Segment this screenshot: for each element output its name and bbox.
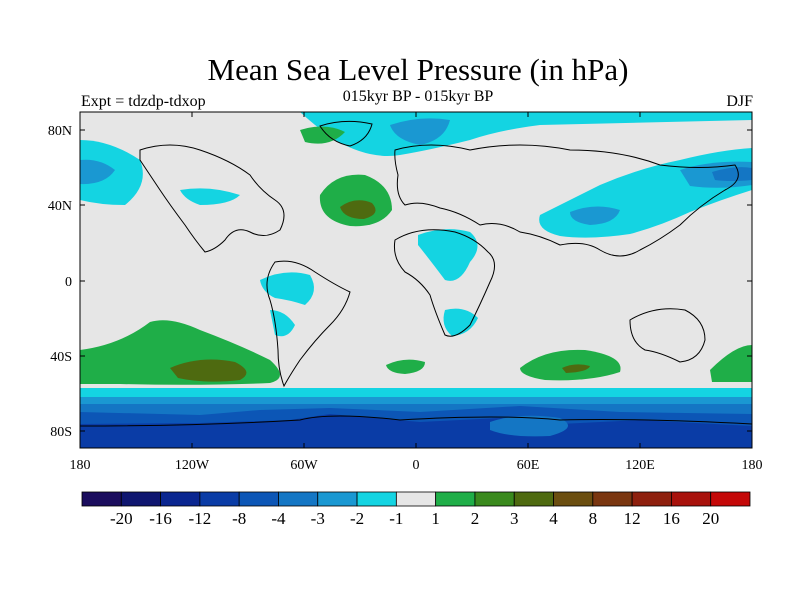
lon-tick-label: 60E [517,458,540,473]
lon-tick-label: 120W [175,458,210,473]
axis-ticks: 80N 40N 0 40S 80S 180 120W 60W 0 60E 120E 180 [48,112,763,473]
legend-label: 2 [471,509,480,528]
contour-region [520,349,621,381]
contour-region [490,415,568,437]
legend-label: 20 [702,509,719,528]
legend-swatch [631,491,672,507]
legend-label: -20 [110,509,133,528]
lat-tick-label: 80S [50,425,72,440]
legend-label: -2 [350,509,364,528]
lon-tick-label: 120E [625,458,655,473]
color-legend: -20 -16 -12 -8 -4 -3 -2 -1 1 2 3 4 8 12 16 20 [81,491,751,528]
lat-tick-label: 40S [50,350,72,365]
legend-label: -4 [271,509,286,528]
legend-label: 12 [624,509,641,528]
contour-region [180,188,240,205]
map-panel [80,112,752,448]
contour-region [390,118,450,145]
legend-swatch [435,491,476,507]
legend-label: -12 [189,509,212,528]
contour-region [570,206,620,225]
chart-title: Mean Sea Level Pressure (in hPa) [207,52,629,87]
experiment-label: Expt = tdzdp-tdxop [81,93,206,110]
contour-region [386,359,425,374]
legend-label: 4 [549,509,558,528]
contour-region [80,159,115,185]
legend-swatch [592,491,633,507]
legend-label: 1 [431,509,440,528]
contour-region [170,359,247,382]
legend-label: -16 [149,509,172,528]
contour-region [562,364,590,373]
legend-swatch [278,491,319,507]
legend-label: -3 [311,509,325,528]
contour-region [443,308,478,336]
contour-region [712,167,752,181]
legend-swatch [710,491,751,507]
legend-swatch [474,491,515,507]
legend-swatch [553,491,594,507]
legend-label: 3 [510,509,519,528]
chart-subtitle: 015kyr BP - 015kyr BP [342,88,494,105]
legend-swatch [395,491,437,507]
legend-label: -1 [389,509,403,528]
season-label: DJF [726,93,753,110]
legend-swatch [160,491,201,507]
lon-tick-label: 180 [70,458,91,473]
legend-swatch [120,491,161,507]
coastlines [80,120,752,427]
legend-swatch [317,491,358,507]
contour-region [418,229,478,281]
legend-swatch [513,491,554,507]
contour-region [340,200,376,219]
legend-label: 16 [663,509,680,528]
legend-swatch [81,491,122,507]
legend-label: 8 [589,509,598,528]
lat-tick-label: 40N [48,199,72,214]
legend-swatch [356,491,397,507]
lat-tick-label: 80N [48,124,72,139]
lon-tick-label: 0 [413,458,420,473]
lon-tick-label: 60W [290,458,318,473]
legend-label: -8 [232,509,246,528]
legend-swatch [671,491,712,507]
lat-tick-label: 0 [65,275,72,290]
contour-region [260,272,314,305]
legend-swatch [238,491,279,507]
legend-swatch [199,491,240,507]
lon-tick-label: 180 [742,458,763,473]
contour-region [710,345,752,382]
